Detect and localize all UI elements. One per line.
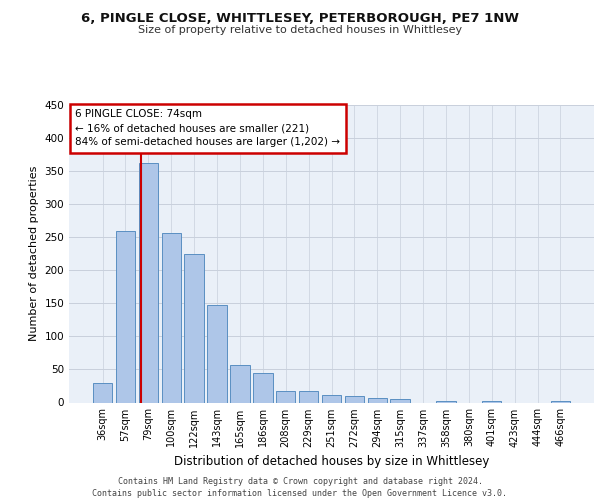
Bar	[93, 382, 112, 402]
Text: Size of property relative to detached houses in Whittlesey: Size of property relative to detached ho…	[138, 25, 462, 35]
Bar	[482, 400, 502, 402]
Bar	[322, 395, 341, 402]
Bar	[551, 400, 570, 402]
Bar	[276, 390, 295, 402]
Text: Contains HM Land Registry data © Crown copyright and database right 2024.
Contai: Contains HM Land Registry data © Crown c…	[92, 476, 508, 498]
Text: 6 PINGLE CLOSE: 74sqm
← 16% of detached houses are smaller (221)
84% of semi-det: 6 PINGLE CLOSE: 74sqm ← 16% of detached …	[76, 110, 340, 148]
Bar	[230, 365, 250, 403]
Bar	[391, 399, 410, 402]
Bar	[139, 163, 158, 402]
Bar	[208, 304, 227, 402]
Bar	[116, 230, 135, 402]
Bar	[184, 254, 204, 402]
Bar	[299, 390, 319, 402]
Bar	[368, 398, 387, 402]
Y-axis label: Number of detached properties: Number of detached properties	[29, 166, 39, 342]
Bar	[436, 400, 455, 402]
Bar	[253, 373, 272, 402]
Text: 6, PINGLE CLOSE, WHITTLESEY, PETERBOROUGH, PE7 1NW: 6, PINGLE CLOSE, WHITTLESEY, PETERBOROUG…	[81, 12, 519, 26]
Bar	[344, 396, 364, 402]
Bar	[161, 234, 181, 402]
X-axis label: Distribution of detached houses by size in Whittlesey: Distribution of detached houses by size …	[174, 455, 489, 468]
